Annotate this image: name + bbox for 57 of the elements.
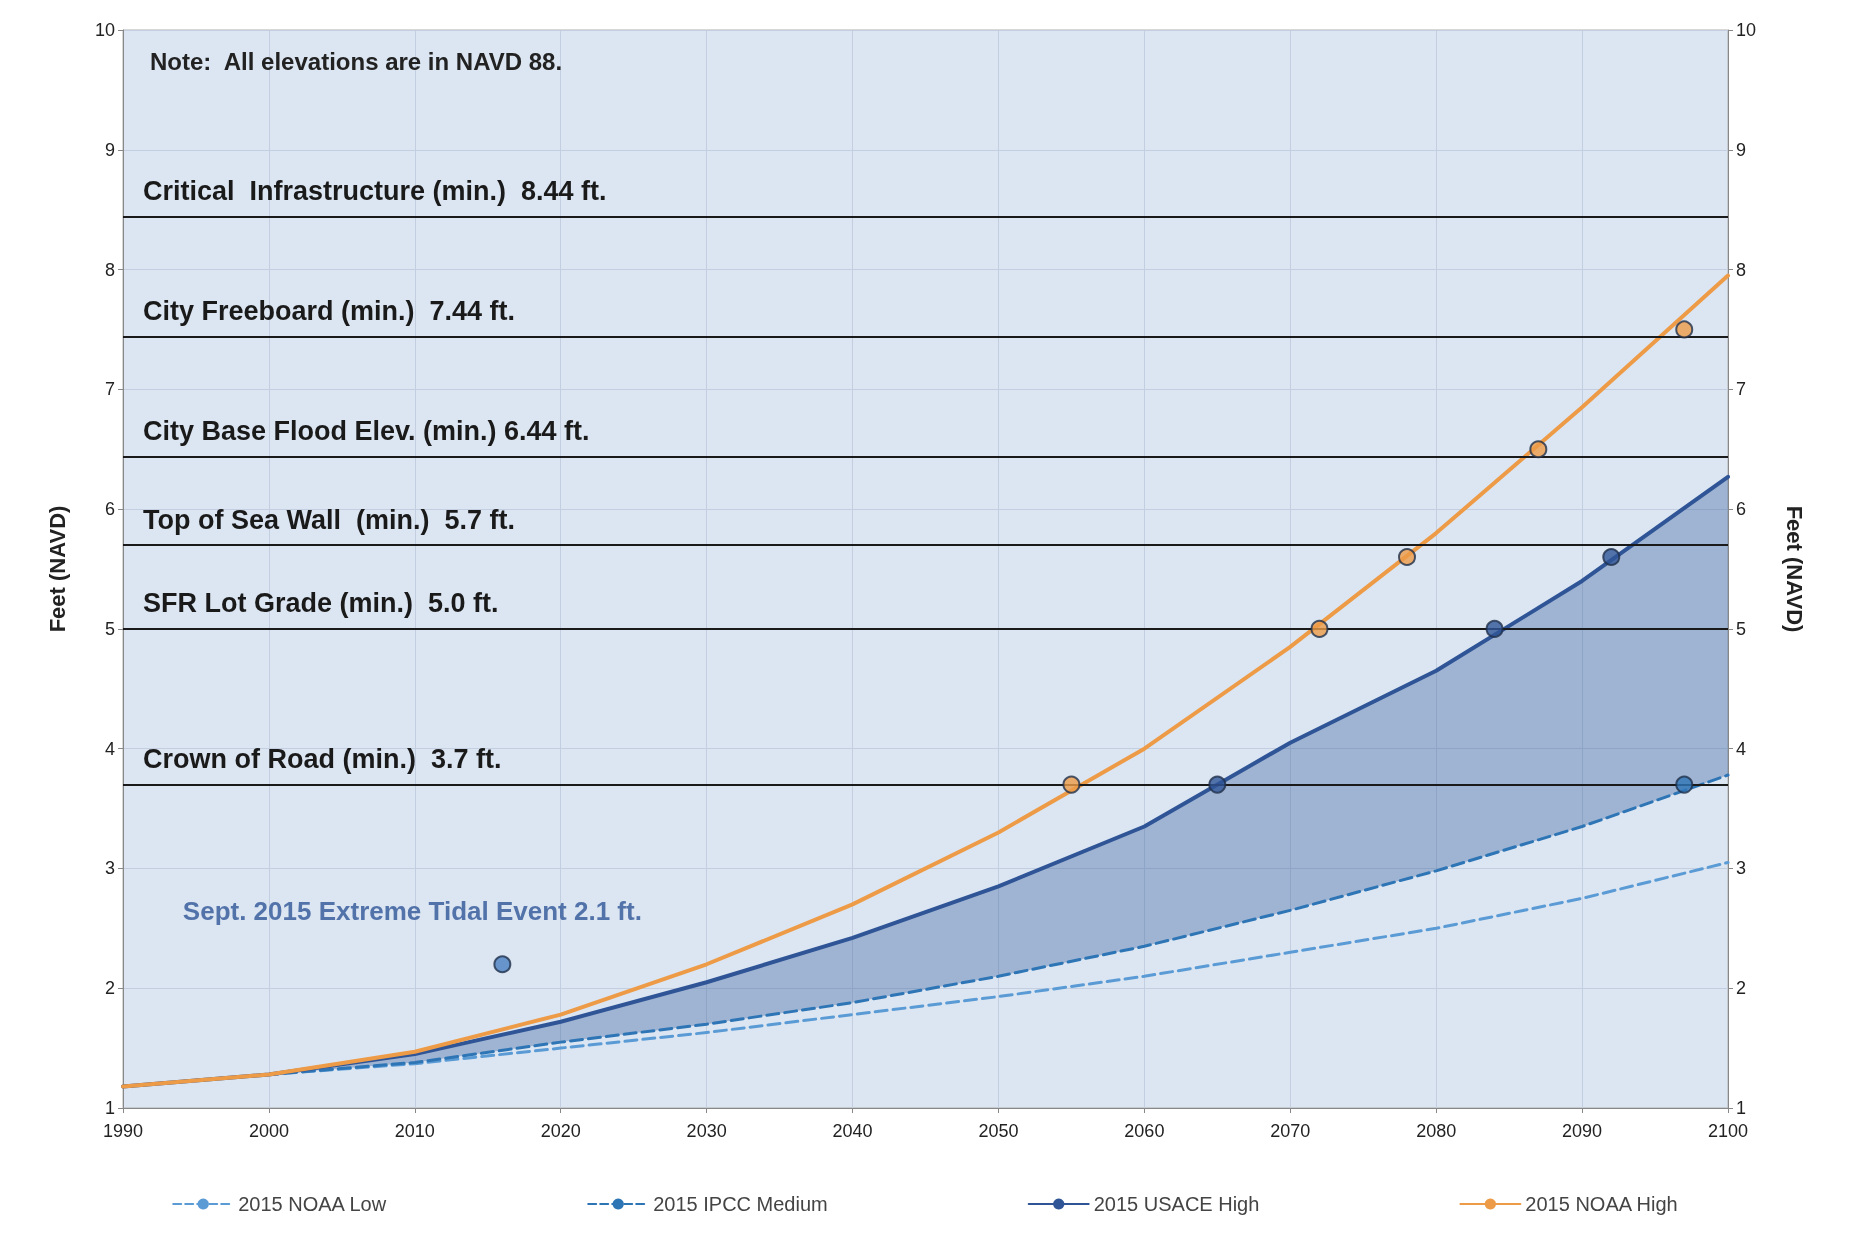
annotation: Note: All elevations are in NAVD 88. [149,47,564,77]
ref-line-label: Critical Infrastructure (min.) 8.44 ft. [143,176,607,207]
annotation: Sept. 2015 Extreme Tidal Event 2.1 ft. [182,896,642,927]
y2-tick-label: 10 [1736,20,1757,40]
point [1675,320,1694,339]
y-tick-label: 10 [94,20,115,40]
point [1398,548,1416,567]
y2-tick-label: 7 [1736,379,1747,400]
y2-tick-label: 8 [1736,259,1747,280]
y-axis-title: Feet (NAVD) [44,505,70,633]
y2-tick-label: 2 [1736,978,1747,999]
x-tick-label: 1990 [102,1121,144,1141]
point [1208,775,1227,794]
legend-label: 2015 USACE High [1093,1193,1260,1215]
y2-tick-label: 3 [1736,858,1747,879]
x-tick-label: 2100 [1707,1121,1749,1141]
y2-axis-title: Feet (NAVD) [1781,505,1807,633]
x-tick-label: 2060 [1124,1121,1165,1141]
x-tick-label: 2080 [1416,1121,1457,1141]
ref-line-label: SFR Lot Grade (min.) 5.0 ft. [143,588,499,619]
x-tick-label: 2050 [978,1121,1019,1141]
y2-tick-label: 6 [1736,499,1747,520]
x-tick-label: 2040 [832,1121,873,1141]
x-tick-label: 2090 [1562,1121,1603,1141]
line-series [121,273,1730,1089]
y2-tick-label: 9 [1736,139,1747,160]
y-tick-label: 9 [104,139,115,160]
point [1602,548,1621,567]
legend-label: 2015 NOAA Low [238,1193,387,1215]
legend-label: 2015 IPCC Medium [653,1193,828,1215]
y2-tick-label: 4 [1736,738,1747,759]
y-tick-label: 2 [104,978,115,999]
y-tick-label: 8 [104,259,115,280]
x-tick-label: 2000 [248,1121,289,1141]
legend-label: 2015 NOAA High [1525,1193,1678,1215]
point [1310,619,1329,638]
point [1675,775,1694,794]
y2-tick-label: 1 [1736,1098,1747,1118]
point [493,955,512,974]
y-tick-label: 7 [104,379,115,400]
ref-line-label: City Freeboard (min.) 7.44 ft. [143,296,516,327]
ref-line-label: Crown of Road (min.) 3.7 ft. [143,744,502,775]
y-tick-label: 5 [104,618,115,639]
y-tick-label: 1 [104,1098,115,1118]
ref-line-label: Top of Sea Wall (min.) 5.7 ft. [143,504,516,535]
x-tick-label: 2010 [394,1121,435,1141]
x-tick-label: 2030 [686,1121,727,1141]
y-tick-label: 3 [104,858,115,879]
y-tick-label: 6 [104,499,115,520]
point [1529,440,1548,459]
point [1062,775,1081,794]
x-tick-label: 2070 [1270,1121,1311,1141]
y-tick-label: 4 [104,738,115,759]
x-tick-label: 2020 [540,1121,581,1141]
y2-tick-label: 5 [1736,618,1747,639]
ref-line-label: City Base Flood Elev. (min.) 6.44 ft. [143,415,590,446]
point [1485,619,1504,638]
